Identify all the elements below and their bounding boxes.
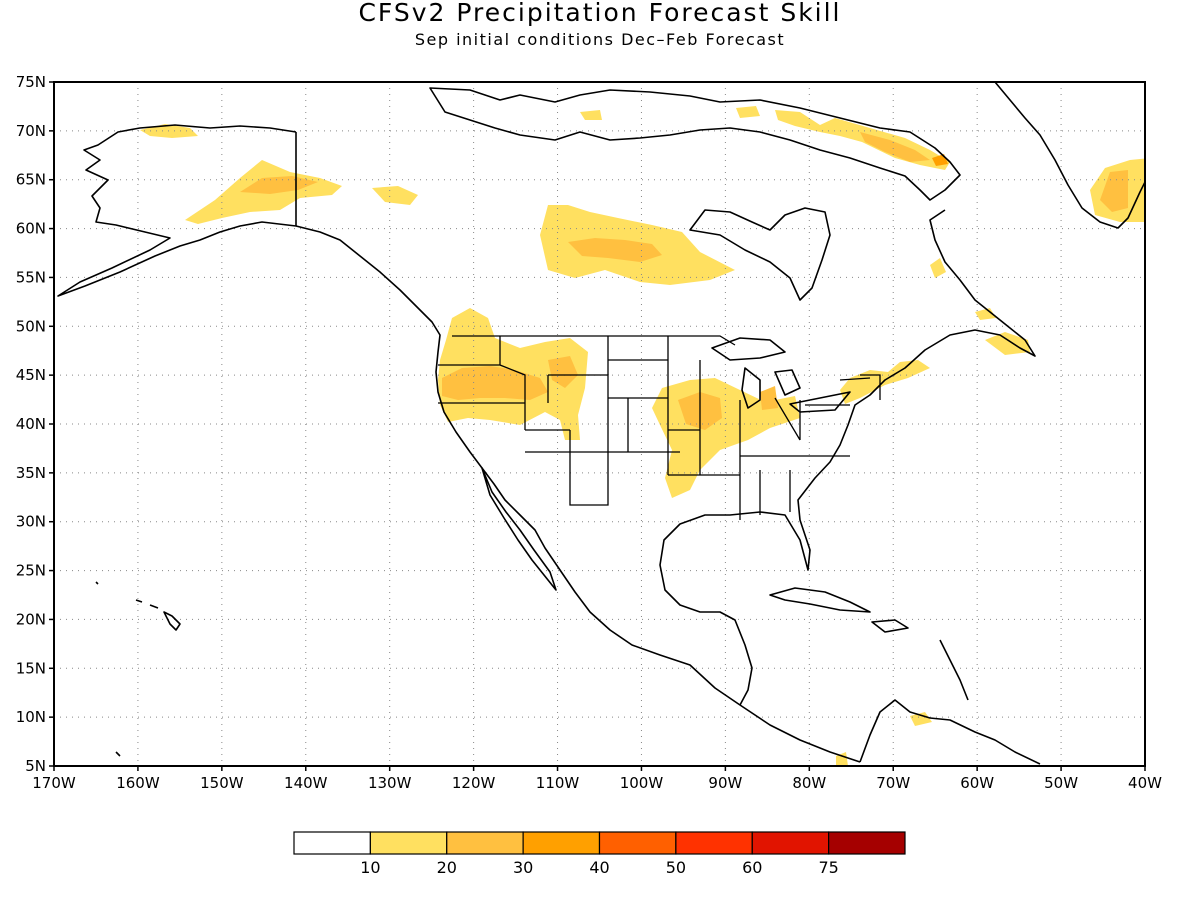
plot-frame [53,81,1146,767]
colorbar-swatch [522,831,601,855]
lon-tick-label: 50W [1044,774,1078,792]
lat-tick-label: 75N [16,73,46,91]
lon-tick-label: 160W [116,774,160,792]
south-america-coastline [859,699,1041,765]
lat-tick-label: 30N [16,513,46,531]
pacific-dots [95,581,121,757]
lat-tick-label: 20N [16,610,46,628]
lesser-antilles [939,639,969,701]
skill-shading [140,106,1145,766]
coastlines [57,82,1145,765]
hispaniola [871,619,909,633]
hawaii [135,599,181,631]
lat-lon-grid [54,82,1145,766]
lon-tick-label: 170W [32,774,76,792]
pacific-coastline [295,225,861,763]
gulf-east-coastline [659,209,1036,706]
lon-tick-label: 120W [452,774,496,792]
skill-region-baffin [860,132,930,162]
us-state-borders [438,335,881,520]
arctic-archipelago [429,87,961,201]
colorbar-swatch [828,831,906,855]
colorbar-swatch [675,831,753,855]
lat-tick-label: 25N [16,562,46,580]
lon-tick-label: 80W [792,774,826,792]
colorbar-label: 20 [437,858,457,877]
lat-tick-label: 45N [16,366,46,384]
great-lakes [711,337,851,413]
lat-tick-label: 15N [16,659,46,677]
lat-tick-label: 5N [25,757,46,775]
lat-tick-label: 50N [16,317,46,335]
colorbar-swatch [598,831,677,855]
skill-region-alaska-core [240,176,318,194]
greenland-coastline [994,82,1145,229]
lon-tick-label: 100W [620,774,664,792]
skill-region-caribbean-south [836,712,932,766]
state-lines-east [739,374,881,520]
lon-tick-label: 110W [536,774,580,792]
chart-title: CFSv2 Precipitation Forecast Skill [358,0,842,27]
colorbar-swatch [369,831,448,855]
chart-subtitle: Sep initial conditions Dec–Feb Forecast [414,30,786,49]
lat-tick-label: 35N [16,464,46,482]
lat-tick-label: 60N [16,220,46,238]
skill-region-greenland-core [1100,170,1128,212]
skill-region-yukon [372,186,418,205]
us-canada-border [452,335,736,346]
colorbar-label: 30 [513,858,533,877]
cuba [769,587,871,613]
skill-region-northeast [840,360,930,404]
colorbar-swatch [446,831,524,855]
lon-tick-label: 40W [1128,774,1162,792]
colorbar-label: 75 [818,858,838,877]
latitude-labels: 75N 70N 65N 60N 55N 50N 45N 40N 35N 30N 25N 20N 15N 1… [16,73,54,775]
alaska-coastline [57,124,297,297]
skill-region-labrador [930,258,946,278]
lon-tick-label: 90W [708,774,742,792]
lat-tick-label: 10N [16,708,46,726]
hudson-bay [689,207,831,301]
colorbar-label: 50 [666,858,686,877]
lon-tick-label: 130W [368,774,412,792]
colorbar-label: 10 [360,858,380,877]
lon-tick-label: 140W [284,774,328,792]
skill-region-hudson-west-core [568,238,662,262]
lat-tick-label: 40N [16,415,46,433]
skill-region-midwest [652,378,800,498]
lon-tick-label: 150W [200,774,244,792]
baja-peninsula [481,467,557,591]
lat-tick-label: 70N [16,122,46,140]
colorbar-label: 40 [589,858,609,877]
lon-tick-label: 70W [876,774,910,792]
state-lines-central [607,336,740,476]
lon-tick-label: 60W [960,774,994,792]
lat-tick-label: 65N [16,171,46,189]
longitude-labels: 170W 160W 150W 140W 130W 120W 110W 100W 90W 80W 70… [32,766,1162,792]
colorbar: 10 20 30 40 50 60 75 [293,831,906,877]
colorbar-swatch [751,831,830,855]
colorbar-swatch [293,831,371,855]
skill-region-oregon-idaho-core [442,356,578,400]
colorbar-label: 60 [742,858,762,877]
skill-region-midwest-core [678,386,778,430]
lat-tick-label: 55N [16,268,46,286]
skill-region-maritimes [975,308,1030,355]
